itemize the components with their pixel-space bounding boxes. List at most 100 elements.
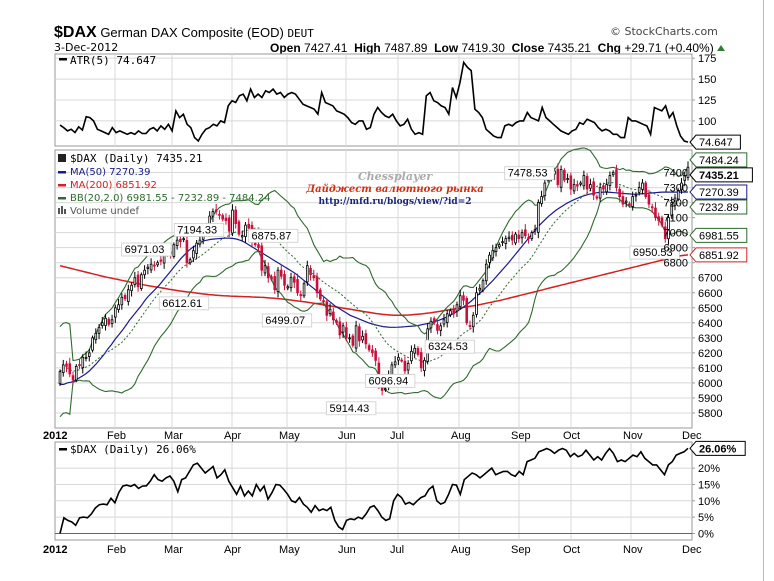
x-month-label-bottom: Sep — [511, 544, 531, 556]
candle-body — [270, 276, 273, 280]
candle-body — [84, 356, 88, 359]
candle-body — [100, 322, 104, 326]
candle-body — [283, 274, 286, 286]
candle-body — [406, 362, 410, 371]
chart-title: $DAX German DAX Composite (EOD) DEUT — [54, 24, 314, 42]
perf-frame — [54, 441, 693, 541]
price-y-tick-label: 6100 — [698, 363, 722, 375]
open-label: Open — [270, 41, 301, 55]
candle-body — [338, 321, 342, 336]
watermark-url[interactable]: http://mfd.ru/blogs/view/?id=2 — [318, 197, 472, 207]
price-y-tick-label: 6300 — [698, 333, 722, 345]
candle-body — [312, 275, 316, 279]
candle-body — [367, 345, 371, 351]
price-last-value-tag: 7435.21 — [699, 170, 739, 182]
candle-body — [114, 307, 117, 318]
perf-legend: $DAX (Daily) 26.06% — [70, 443, 196, 456]
annotation-box — [158, 296, 210, 311]
candle-body — [579, 182, 582, 185]
candle-body — [335, 320, 338, 324]
candle-body — [527, 237, 530, 240]
candlestick-legend-icon — [58, 154, 66, 162]
candle-body — [117, 304, 120, 310]
candle-body — [332, 311, 335, 321]
price-y-tick-label: 7400 — [664, 168, 688, 180]
close-value: 7435.21 — [547, 41, 591, 55]
candle-body — [276, 269, 280, 292]
candle-body — [569, 175, 573, 190]
annotation-box — [261, 313, 313, 328]
candle-body — [657, 216, 661, 222]
candle-body — [449, 310, 452, 316]
candle-body — [371, 349, 374, 354]
price-last-value-tag: 6981.55 — [699, 230, 739, 242]
atr-last-value: 74.647 — [699, 137, 733, 149]
candle-body — [172, 244, 176, 257]
x-month-label: 2012 — [43, 430, 67, 442]
candle-body — [416, 347, 420, 355]
candle-body — [358, 326, 361, 342]
price-y-tick-label: 7100 — [664, 213, 688, 225]
candle-body — [192, 250, 195, 259]
x-month-label: Feb — [107, 430, 126, 442]
x-month-label-bottom: Aug — [451, 544, 471, 556]
candle-body — [647, 194, 651, 205]
candle-body — [104, 317, 107, 326]
candle-body — [468, 325, 472, 327]
low-value: 7419.30 — [461, 41, 505, 55]
candle-body — [58, 371, 62, 385]
candle-body — [471, 314, 475, 328]
x-month-label-bottom: Feb — [107, 544, 126, 556]
candle-body — [224, 217, 228, 222]
candle-body — [348, 337, 351, 340]
candle-body — [628, 203, 631, 206]
candle-body — [650, 206, 654, 209]
candle-body — [374, 350, 377, 361]
x-month-label-bottom: Mar — [164, 544, 183, 556]
price-last-value-tag-box — [689, 227, 748, 243]
candle-body — [494, 247, 498, 252]
price-last-value-tag-box — [689, 199, 748, 215]
watermark: Chessplayer Дайджест валютного рынка htt… — [300, 170, 490, 208]
candle-body — [309, 268, 312, 276]
candle-body — [153, 264, 156, 267]
candle-body — [296, 279, 299, 294]
candle-body — [384, 388, 387, 391]
annotation-box — [248, 228, 299, 243]
annotation-box — [326, 401, 377, 416]
candle-body — [585, 176, 589, 190]
candle-body — [179, 238, 182, 243]
candle-body — [436, 324, 439, 331]
candle-body — [214, 209, 218, 213]
price-last-value-tag-box — [689, 184, 748, 200]
candle-body — [595, 196, 599, 199]
candle-body — [341, 325, 345, 333]
legend-swatch — [58, 197, 66, 200]
x-month-label: May — [279, 430, 300, 442]
candle-body — [605, 184, 608, 193]
candle-body — [670, 202, 674, 217]
candle-body — [325, 301, 329, 316]
candle-body — [637, 187, 641, 193]
candle-body — [266, 266, 270, 279]
candle-body — [74, 365, 78, 381]
x-month-label: Oct — [563, 430, 580, 442]
candle-body — [543, 182, 547, 197]
candle-body — [292, 276, 296, 283]
price-annotation: 6324.53 — [428, 341, 468, 353]
legend-swatch — [58, 184, 66, 187]
candle-body — [559, 169, 563, 188]
candle-body — [504, 238, 508, 244]
candle-body — [660, 217, 664, 226]
atr-y-tick-label: 150 — [698, 74, 716, 86]
candle-body — [182, 238, 185, 241]
price-y-tick-label: 6200 — [698, 348, 722, 360]
atr-y-tick-label: 175 — [698, 53, 716, 65]
high-value: 7487.89 — [384, 41, 428, 55]
candle-body — [195, 242, 198, 254]
up-arrow-icon — [716, 45, 725, 51]
candle-body — [563, 170, 566, 181]
price-annotation: 6875.87 — [252, 230, 292, 242]
brand-stockcharts[interactable]: © StockCharts.com — [610, 25, 718, 38]
candle-body — [676, 190, 680, 200]
